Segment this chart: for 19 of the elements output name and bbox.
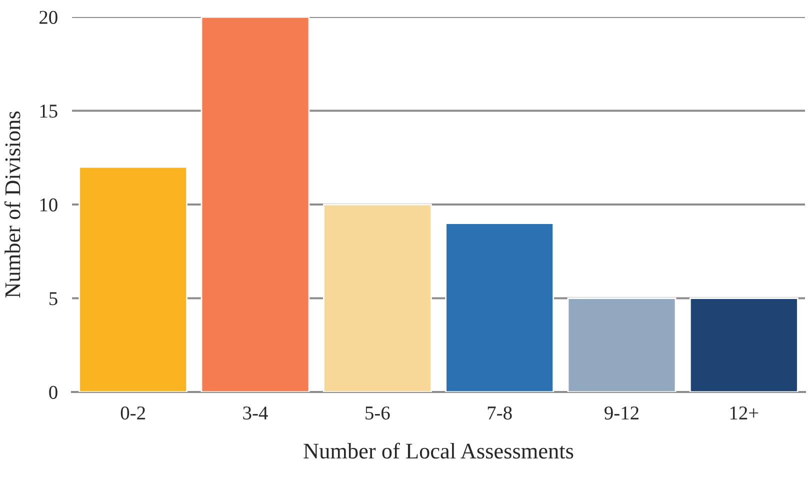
x-axis-title: Number of Local Assessments xyxy=(304,442,574,459)
x-tick-label: 0-2 xyxy=(120,406,145,420)
bar xyxy=(200,17,310,392)
bar xyxy=(78,166,188,392)
x-tick-label: 9-12 xyxy=(604,406,638,420)
bar xyxy=(322,204,432,392)
y-axis-title: Number of Divisions xyxy=(4,111,20,298)
x-tick-label: 3-4 xyxy=(243,406,268,420)
bar xyxy=(567,298,676,392)
x-tick-label: 5-6 xyxy=(366,406,390,420)
y-tick-label: 10 xyxy=(40,198,58,212)
y-tick-label: 15 xyxy=(40,104,58,118)
y-tick-label: 20 xyxy=(40,10,58,24)
bar xyxy=(445,222,554,392)
bar xyxy=(689,298,798,392)
y-tick-label: 5 xyxy=(50,292,58,306)
x-tick-label: 12+ xyxy=(730,406,758,420)
y-tick-label: 0 xyxy=(49,386,58,399)
x-tick-label: 7-8 xyxy=(488,406,512,420)
